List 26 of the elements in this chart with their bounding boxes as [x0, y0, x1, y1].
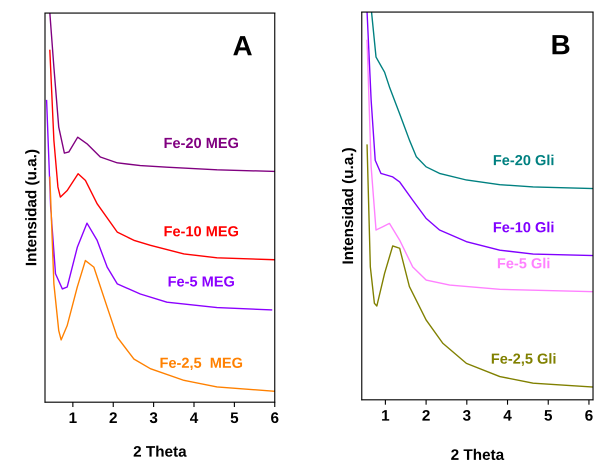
x-tick-label: 1: [70, 412, 77, 423]
y-axis-title: Intensidad (u.a.): [25, 150, 40, 266]
x-tick-label: 5: [230, 412, 238, 424]
x-axis-title: 2 Theta: [134, 446, 187, 457]
x-tick-label: 2: [110, 412, 117, 423]
annotation: A: [233, 36, 252, 56]
series-label: Fe-20 Gli: [494, 154, 554, 166]
x-axis-title: 2 Theta: [451, 448, 504, 460]
x-tick-label: 4: [190, 412, 198, 423]
y-axis-title: Intensidad (u.a.): [342, 148, 356, 264]
x-tick-label: 1: [382, 410, 390, 421]
series-label: Fe-10 Gli: [494, 222, 554, 232]
x-tick-label: 4: [504, 410, 512, 421]
x-tick-label: 5: [544, 410, 552, 421]
series-label: Fe-20 MEG: [164, 138, 238, 148]
series-label: Fe-10 MEG: [164, 226, 238, 236]
annotation: B: [552, 35, 570, 54]
x-tick-label: 6: [271, 412, 278, 424]
x-tick-label: 2: [422, 410, 430, 421]
x-tick-label: 3: [462, 410, 471, 421]
series-label: Fe-2,5 MEG: [160, 358, 242, 370]
x-tick-label: 3: [150, 412, 158, 424]
series-label: Fe-2,5 Gli: [492, 353, 556, 366]
series-label: Fe-5 MEG: [168, 276, 234, 287]
series-label: Fe-5 Gli: [498, 258, 550, 268]
x-tick-label: 6: [585, 410, 593, 421]
